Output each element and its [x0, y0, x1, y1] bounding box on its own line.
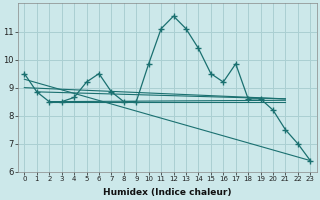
X-axis label: Humidex (Indice chaleur): Humidex (Indice chaleur) [103, 188, 232, 197]
